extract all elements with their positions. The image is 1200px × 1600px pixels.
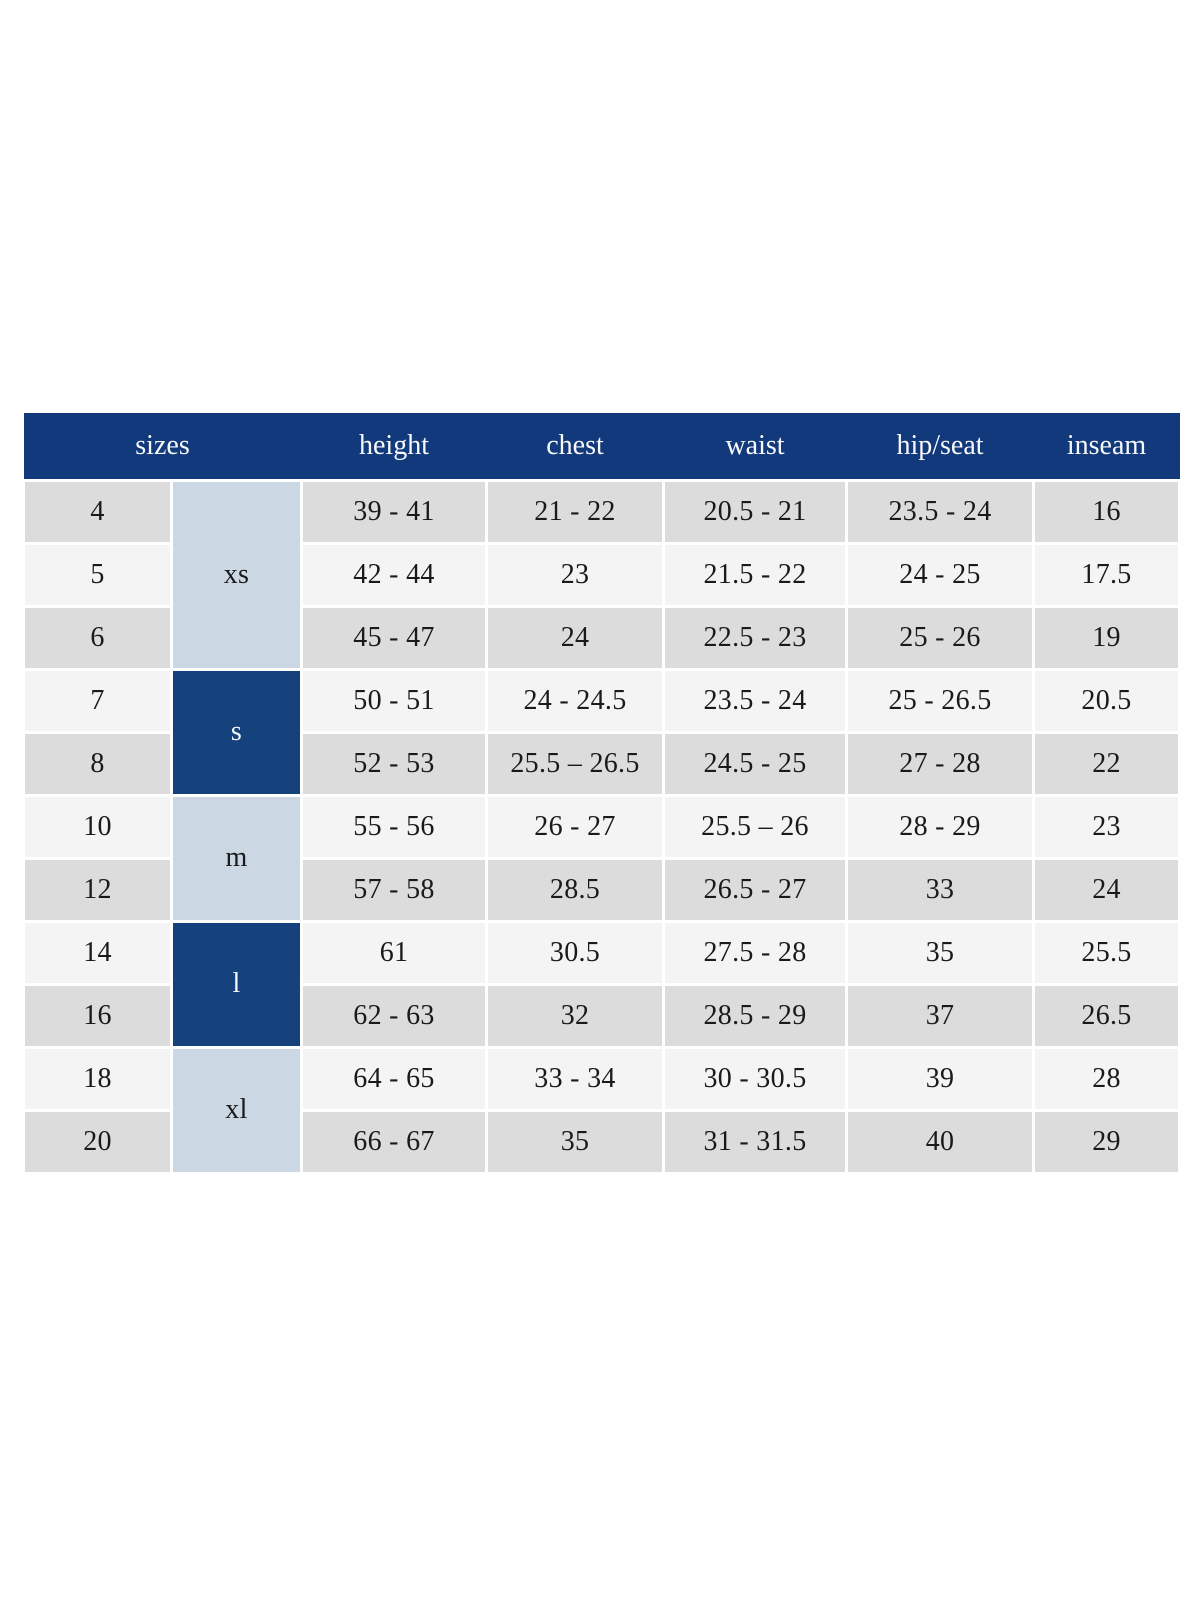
- height-cell: 57 - 58: [300, 856, 488, 923]
- header-cell-inseam: inseam: [1033, 413, 1180, 482]
- chest-cell: 24 - 24.5: [485, 667, 665, 734]
- waist-cell: 31 - 31.5: [662, 1108, 848, 1175]
- inseam-cell: 23: [1032, 793, 1181, 860]
- height-cell: 55 - 56: [300, 793, 488, 860]
- table-header-row: sizes height chest waist hip/seat inseam: [23, 413, 1180, 482]
- table-row: 16 62 - 63 32 28.5 - 29 37 26.5: [22, 982, 1181, 1049]
- table-row: 5 42 - 44 23 21.5 - 22 24 - 25 17.5: [22, 541, 1181, 608]
- inseam-cell: 28: [1032, 1045, 1181, 1112]
- inseam-cell: 24: [1032, 856, 1181, 923]
- size-chart: sizes height chest waist hip/seat inseam…: [22, 413, 1181, 1175]
- inseam-cell: 25.5: [1032, 919, 1181, 986]
- table-row: 12 57 - 58 28.5 26.5 - 27 33 24: [22, 856, 1181, 923]
- chest-cell: 33 - 34: [485, 1045, 665, 1112]
- height-cell: 64 - 65: [300, 1045, 488, 1112]
- chest-cell: 35: [485, 1108, 665, 1175]
- size-number-cell: 14: [22, 919, 173, 986]
- hip-seat-cell: 25 - 26.5: [845, 667, 1035, 734]
- chest-cell: 25.5 – 26.5: [485, 730, 665, 797]
- size-group-cell-l: l: [170, 919, 303, 1049]
- waist-cell: 27.5 - 28: [662, 919, 848, 986]
- size-group-cell-xl: xl: [170, 1045, 303, 1175]
- waist-cell: 22.5 - 23: [662, 604, 848, 671]
- chest-cell: 32: [485, 982, 665, 1049]
- inseam-cell: 16: [1032, 478, 1181, 545]
- size-number-cell: 8: [22, 730, 173, 797]
- waist-cell: 21.5 - 22: [662, 541, 848, 608]
- chest-cell: 23: [485, 541, 665, 608]
- size-group-cell-s: s: [170, 667, 303, 797]
- table-row: 18 xl 64 - 65 33 - 34 30 - 30.5 39 28: [22, 1045, 1181, 1175]
- size-number-cell: 7: [22, 667, 173, 734]
- height-cell: 42 - 44: [300, 541, 488, 608]
- waist-cell: 30 - 30.5: [662, 1045, 848, 1112]
- chest-cell: 24: [485, 604, 665, 671]
- size-number-cell: 18: [22, 1045, 173, 1112]
- size-number-cell: 12: [22, 856, 173, 923]
- size-chart-table: sizes height chest waist hip/seat inseam…: [22, 413, 1181, 1175]
- size-group-cell-m: m: [170, 793, 303, 923]
- chest-cell: 30.5: [485, 919, 665, 986]
- hip-seat-cell: 35: [845, 919, 1035, 986]
- inseam-cell: 26.5: [1032, 982, 1181, 1049]
- height-cell: 61: [300, 919, 488, 986]
- hip-seat-cell: 39: [845, 1045, 1035, 1112]
- header-cell-waist: waist: [663, 413, 847, 482]
- hip-seat-cell: 24 - 25: [845, 541, 1035, 608]
- inseam-cell: 20.5: [1032, 667, 1181, 734]
- header-cell-height: height: [301, 413, 487, 482]
- table-row: 10 m 55 - 56 26 - 27 25.5 – 26 28 - 29 2…: [22, 793, 1181, 923]
- chest-cell: 21 - 22: [485, 478, 665, 545]
- size-group-cell-xs: xs: [170, 478, 303, 671]
- header-cell-hip-seat: hip/seat: [846, 413, 1034, 482]
- height-cell: 50 - 51: [300, 667, 488, 734]
- hip-seat-cell: 23.5 - 24: [845, 478, 1035, 545]
- height-cell: 52 - 53: [300, 730, 488, 797]
- table-row: 4 xs 39 - 41 21 - 22 20.5 - 21 23.5 - 24…: [22, 478, 1181, 671]
- waist-cell: 28.5 - 29: [662, 982, 848, 1049]
- hip-seat-cell: 37: [845, 982, 1035, 1049]
- hip-seat-cell: 33: [845, 856, 1035, 923]
- inseam-cell: 19: [1032, 604, 1181, 671]
- height-cell: 45 - 47: [300, 604, 488, 671]
- table-row: 7 s 50 - 51 24 - 24.5 23.5 - 24 25 - 26.…: [22, 667, 1181, 797]
- size-number-cell: 20: [22, 1108, 173, 1175]
- inseam-cell: 29: [1032, 1108, 1181, 1175]
- table-row: 14 l 61 30.5 27.5 - 28 35 25.5: [22, 919, 1181, 1049]
- hip-seat-cell: 25 - 26: [845, 604, 1035, 671]
- inseam-cell: 22: [1032, 730, 1181, 797]
- inseam-cell: 17.5: [1032, 541, 1181, 608]
- height-cell: 66 - 67: [300, 1108, 488, 1175]
- waist-cell: 24.5 - 25: [662, 730, 848, 797]
- hip-seat-cell: 40: [845, 1108, 1035, 1175]
- waist-cell: 23.5 - 24: [662, 667, 848, 734]
- waist-cell: 26.5 - 27: [662, 856, 848, 923]
- header-cell-chest: chest: [486, 413, 664, 482]
- table-row: 20 66 - 67 35 31 - 31.5 40 29: [22, 1108, 1181, 1175]
- waist-cell: 25.5 – 26: [662, 793, 848, 860]
- chest-cell: 26 - 27: [485, 793, 665, 860]
- table-row: 8 52 - 53 25.5 – 26.5 24.5 - 25 27 - 28 …: [22, 730, 1181, 797]
- size-number-cell: 5: [22, 541, 173, 608]
- size-number-cell: 10: [22, 793, 173, 860]
- height-cell: 62 - 63: [300, 982, 488, 1049]
- hip-seat-cell: 28 - 29: [845, 793, 1035, 860]
- size-number-cell: 16: [22, 982, 173, 1049]
- waist-cell: 20.5 - 21: [662, 478, 848, 545]
- table-row: 6 45 - 47 24 22.5 - 23 25 - 26 19: [22, 604, 1181, 671]
- chest-cell: 28.5: [485, 856, 665, 923]
- header-cell-sizes: sizes: [23, 413, 302, 482]
- size-number-cell: 4: [22, 478, 173, 545]
- height-cell: 39 - 41: [300, 478, 488, 545]
- hip-seat-cell: 27 - 28: [845, 730, 1035, 797]
- size-number-cell: 6: [22, 604, 173, 671]
